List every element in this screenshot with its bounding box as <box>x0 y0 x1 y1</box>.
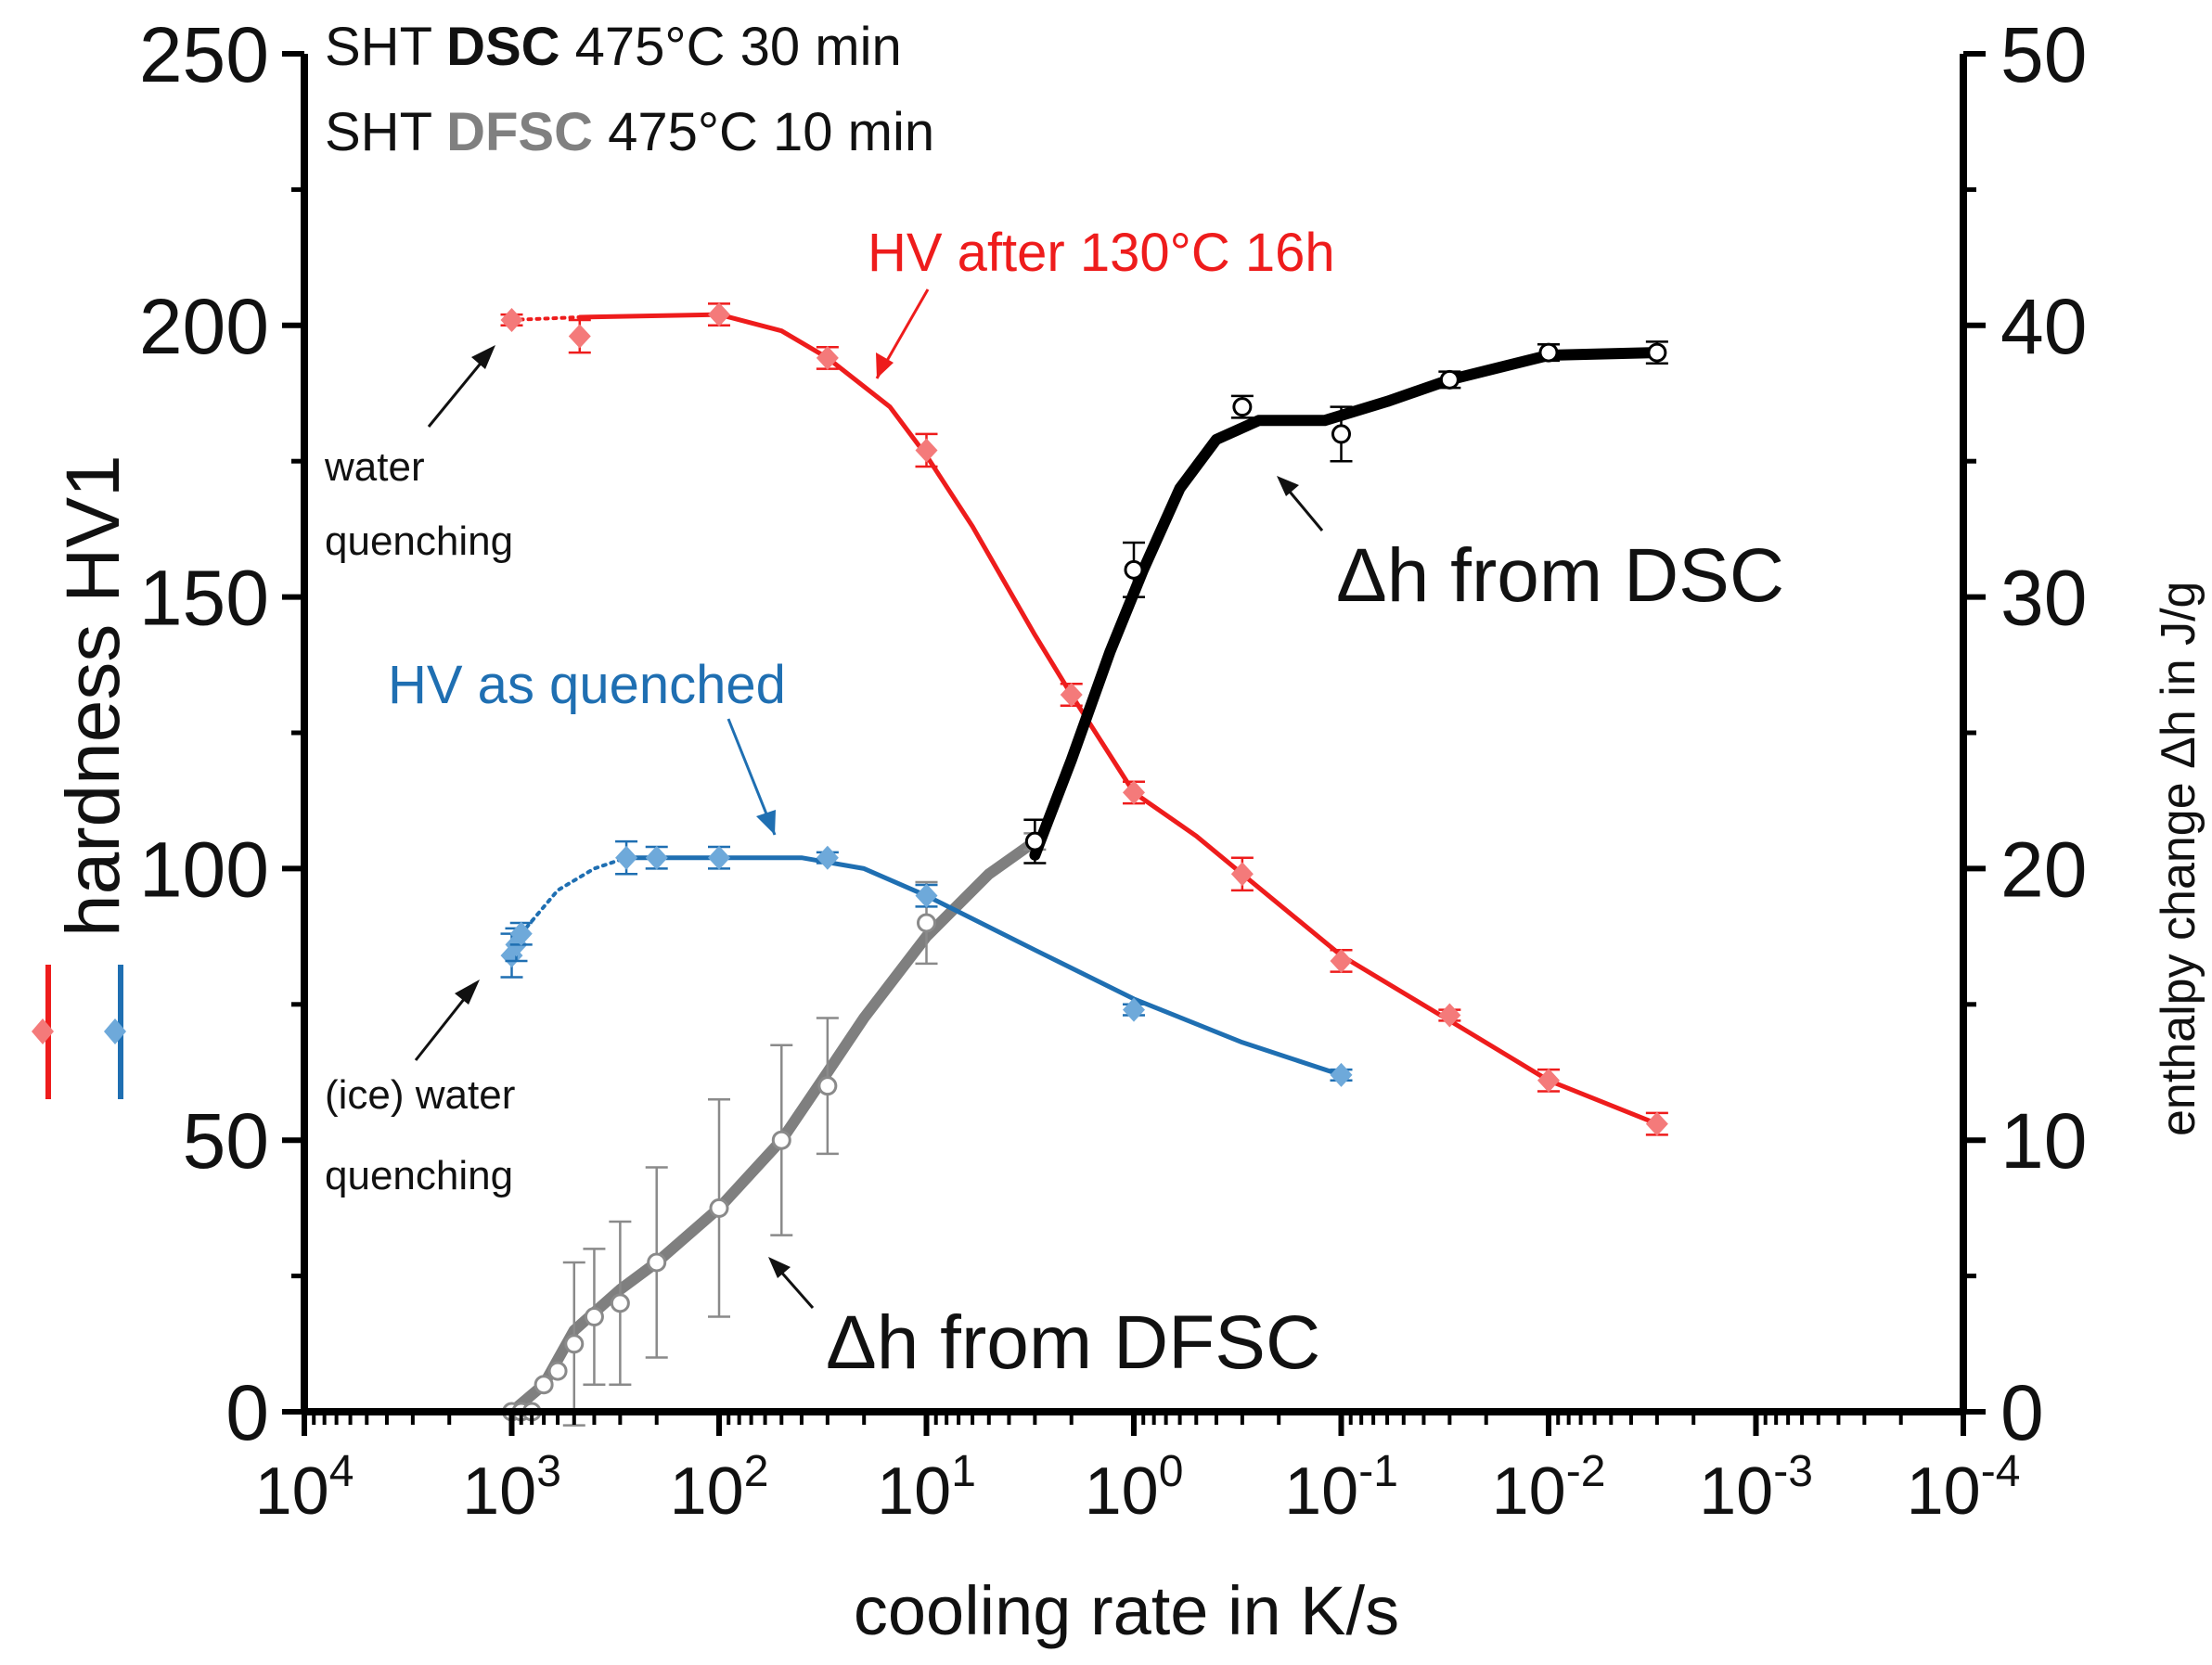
data-point <box>1439 369 1460 390</box>
arrowhead-dh-dsc <box>1277 476 1299 496</box>
data-point <box>1123 997 1145 1022</box>
data-point <box>564 1334 585 1354</box>
data-point <box>917 913 936 933</box>
data-point <box>708 302 730 327</box>
data-point <box>1230 862 1254 887</box>
data-point <box>1438 1003 1461 1028</box>
label-hv-quenched: HV as quenched <box>388 655 786 715</box>
arrowhead-dh-dfsc <box>768 1257 791 1278</box>
x-axis-title: cooling rate in K/s <box>854 1572 1399 1649</box>
data-point <box>1331 424 1351 444</box>
y-right-tick-label: 40 <box>2000 283 2087 370</box>
data-point <box>534 1375 554 1395</box>
arrowhead-ice <box>455 980 480 1005</box>
plot-series <box>500 302 1668 1427</box>
y-left-tick-label: 50 <box>183 1097 269 1185</box>
data-point <box>915 883 938 908</box>
y-right-tick-label: 30 <box>2000 555 2087 642</box>
data-point <box>568 324 591 349</box>
label-water-1: water <box>324 444 425 490</box>
x-tick-label: 101 <box>877 1447 976 1529</box>
legend-red-diamond <box>32 1018 54 1044</box>
x-tick-label: 10-3 <box>1699 1447 1813 1529</box>
arrowhead-hv-quenched <box>756 810 776 835</box>
y-left-tick-label: 250 <box>139 11 269 98</box>
fit-curve-dotted <box>509 315 582 322</box>
data-point <box>1330 1062 1353 1087</box>
data-point <box>547 1361 568 1381</box>
data-point <box>1647 342 1667 363</box>
y-right-title: enthalpy change Δh in J/g <box>2152 582 2206 1136</box>
series-hv-after-130-c-16h <box>500 302 1668 1136</box>
y-left-tick-label: 200 <box>139 283 269 370</box>
data-point <box>708 845 730 870</box>
data-point <box>1537 1068 1560 1093</box>
label-water-2: quenching <box>325 519 513 564</box>
label-ice-2: quenching <box>325 1153 513 1198</box>
data-point <box>1123 780 1145 805</box>
y-right-tick-label: 10 <box>2000 1097 2087 1185</box>
data-point <box>1024 831 1045 852</box>
x-tick-label: 10-4 <box>1907 1447 2021 1529</box>
x-tick-label: 100 <box>1085 1447 1184 1529</box>
x-tick-label: 103 <box>462 1447 561 1529</box>
legend-blue-diamond <box>104 1018 126 1044</box>
data-point <box>509 921 533 946</box>
y-left-title: hardness HV1 <box>51 455 135 937</box>
data-point <box>615 845 638 870</box>
y-right-tick-label: 0 <box>2000 1369 2044 1456</box>
series-h-from-dfsc <box>502 831 1047 1427</box>
info-line-2: SHT DFSC 475°C 10 min <box>325 102 934 162</box>
data-point <box>645 845 668 870</box>
series-hv-as-quenched <box>500 839 1353 1087</box>
y-left-tick-label: 100 <box>139 826 269 913</box>
data-point <box>915 438 938 463</box>
plot-axes: 0 50 100 150 200 250 0 10 20 30 40 50 104 103 102 101 10… <box>139 11 2088 1529</box>
y-right-tick-label: 20 <box>2000 826 2087 913</box>
data-point <box>610 1293 630 1313</box>
data-point <box>500 307 523 332</box>
data-point <box>647 1252 667 1273</box>
data-point <box>1124 559 1144 580</box>
x-tick-label: 102 <box>670 1447 769 1529</box>
data-point <box>1060 683 1083 708</box>
data-point <box>1330 948 1353 973</box>
x-tick-label: 104 <box>255 1447 354 1529</box>
fit-curve-dotted <box>519 855 629 936</box>
label-dh-dfsc: Δh from DFSC <box>826 1300 1320 1385</box>
x-tick-label: 10-2 <box>1492 1447 1606 1529</box>
info-line-1: SHT DSC 475°C 30 min <box>325 17 902 77</box>
data-point <box>816 845 839 870</box>
x-tick-label: 10-1 <box>1284 1447 1398 1529</box>
data-point <box>1538 342 1559 363</box>
fit-curve <box>1029 347 1663 861</box>
data-point <box>816 345 839 370</box>
label-hv-after: HV after 130°C 16h <box>868 223 1335 283</box>
fit-curve <box>577 312 1660 1127</box>
y-right-tick-label: 50 <box>2000 11 2087 98</box>
series-h-from-dsc <box>1023 340 1668 865</box>
data-point <box>709 1198 729 1218</box>
data-point <box>1232 397 1253 417</box>
data-point <box>817 1076 838 1096</box>
data-point <box>1645 1111 1668 1136</box>
label-dh-dsc: Δh from DSC <box>1336 533 1784 618</box>
data-point <box>584 1307 604 1327</box>
arrowhead-hv-after <box>876 352 894 378</box>
y-left-tick-label: 150 <box>139 555 269 642</box>
arrowhead-water <box>471 345 495 369</box>
y-left-tick-label: 0 <box>225 1369 269 1456</box>
data-point <box>771 1130 791 1150</box>
label-ice-1: (ice) water <box>325 1072 515 1118</box>
